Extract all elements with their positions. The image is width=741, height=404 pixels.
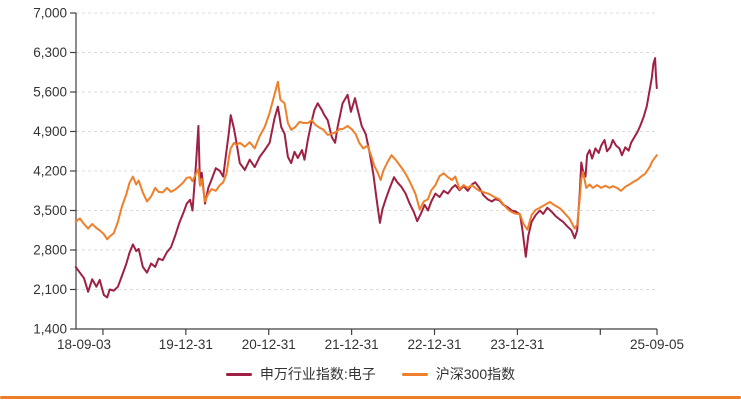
y-axis-label: 2,800 — [33, 243, 67, 258]
x-axis-label: 19-12-31 — [159, 337, 213, 352]
y-axis-label: 7,000 — [33, 6, 67, 21]
y-axis-label: 2,100 — [33, 282, 67, 297]
legend-label-electronics: 申万行业指数:电子 — [259, 366, 376, 382]
legend-line-swatch-electronics — [225, 372, 252, 376]
x-axis-label: 22-12-31 — [407, 337, 461, 352]
y-axis-label: 3,500 — [33, 203, 67, 218]
y-axis-label: 1,400 — [33, 322, 67, 337]
y-axis-label: 4,900 — [33, 124, 67, 139]
chart-legend: 申万行业指数:电子 沪深300指数 — [0, 362, 741, 386]
x-axis-label: 25-09-05 — [630, 337, 684, 352]
x-axis-label: 18-09-03 — [57, 337, 111, 352]
x-axis-label: 20-12-31 — [242, 337, 296, 352]
legend-label-csi300: 沪深300指数 — [435, 366, 516, 382]
legend-line-swatch-csi300 — [401, 372, 428, 376]
bottom-accent-bar — [0, 396, 741, 399]
x-axis-label: 23-12-31 — [490, 337, 544, 352]
series-line-csi300 — [74, 80, 658, 241]
x-axis-label: 21-12-31 — [325, 337, 379, 352]
line-chart: 1,400 2,100 2,800 3,500 4,200 4,900 5,600 6,300… — [33, 6, 684, 353]
series-line-electronics — [74, 57, 658, 299]
legend-item-csi300: 沪深300指数 — [401, 366, 516, 382]
y-axis-label: 4,200 — [33, 164, 67, 179]
y-axis-label: 5,600 — [33, 85, 67, 100]
legend-item-electronics: 申万行业指数:电子 — [225, 366, 376, 382]
y-axis-label: 6,300 — [33, 45, 67, 60]
